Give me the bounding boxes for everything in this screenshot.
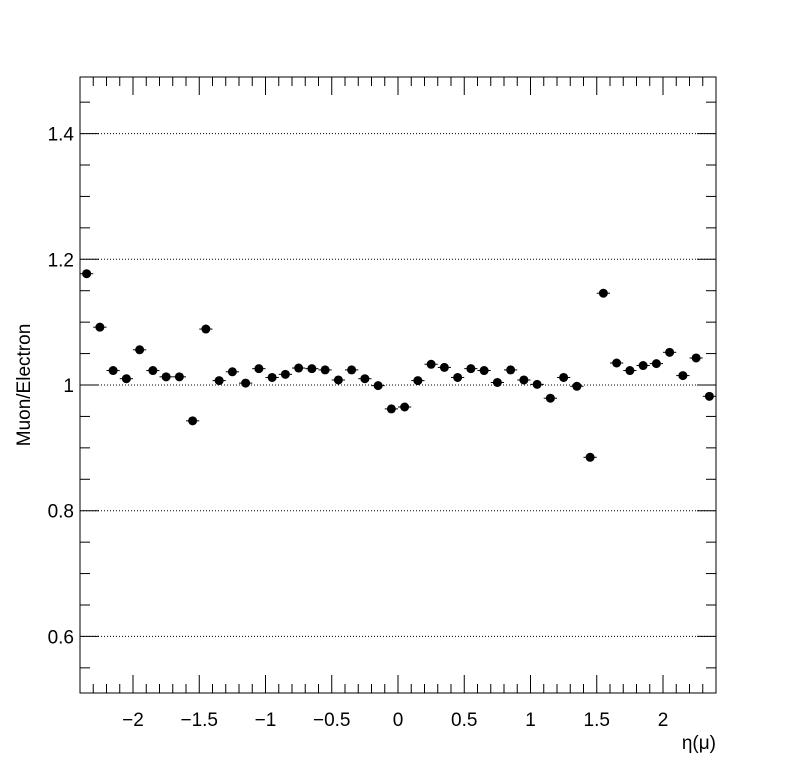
data-point [227,367,237,377]
y-tick-label: 1.2 [48,250,74,271]
y-tick-label: 0.8 [48,502,74,523]
x-tick-label: 1 [525,710,536,731]
data-point [704,391,714,401]
data-points [80,269,716,462]
data-point [439,362,449,372]
x-tick-label: −1.5 [180,710,218,731]
data-point [466,364,476,374]
data-point [572,381,582,391]
x-tick-label: 2 [658,710,669,731]
data-point [691,353,701,363]
data-point [386,404,396,414]
data-point [161,372,171,382]
data-point [678,371,688,381]
data-point [545,393,555,403]
data-point [214,376,224,386]
x-tick-label: −2 [122,710,144,731]
data-point [651,359,661,369]
x-tick-label: 0 [393,710,404,731]
data-point [400,402,410,412]
data-point [638,361,648,371]
x-axis-title: η(μ) [682,733,716,754]
data-point [148,366,158,376]
y-tick-label: 1 [63,376,74,397]
data-point [108,366,118,376]
y-tick-label: 0.6 [48,627,74,648]
data-point [519,375,529,385]
data-point [333,375,343,385]
data-point [612,358,622,368]
data-point [413,376,423,386]
data-point [280,369,290,379]
data-point [479,366,489,376]
x-tick-label: −0.5 [313,710,351,731]
data-point [174,372,184,382]
data-point [254,364,264,374]
data-point [347,365,357,375]
y-tick-label: 1.4 [48,125,75,146]
x-tick-labels: −2 −1.5 −1 −0.5 0 0.5 1 1.5 2 [122,710,668,731]
data-point [373,381,383,391]
data-point [426,359,436,369]
y-axis-title: Muon/Electron [14,324,35,447]
data-point [320,365,330,375]
data-point [532,379,542,389]
data-point [492,377,502,387]
x-tick-label: 0.5 [451,710,477,731]
data-point [201,324,211,334]
data-point [598,288,608,298]
data-point [506,365,516,375]
data-point [559,372,569,382]
data-point [585,452,595,462]
data-point [95,322,105,332]
data-point [121,374,131,384]
data-point [188,416,198,426]
data-point [294,363,304,373]
data-point [665,347,675,357]
data-point [307,364,317,374]
x-tick-label: 1.5 [584,710,610,731]
data-point [241,378,251,388]
data-point [625,366,635,376]
data-point [360,374,370,384]
x-tick-label: −1 [255,710,277,731]
y-tick-labels: 0.6 0.8 1 1.2 1.4 [48,125,75,649]
data-point [135,345,145,355]
data-point [82,269,92,279]
axis-ticks [80,77,717,693]
grid-lines [80,133,716,637]
data-point [453,372,463,382]
data-point [267,372,277,382]
